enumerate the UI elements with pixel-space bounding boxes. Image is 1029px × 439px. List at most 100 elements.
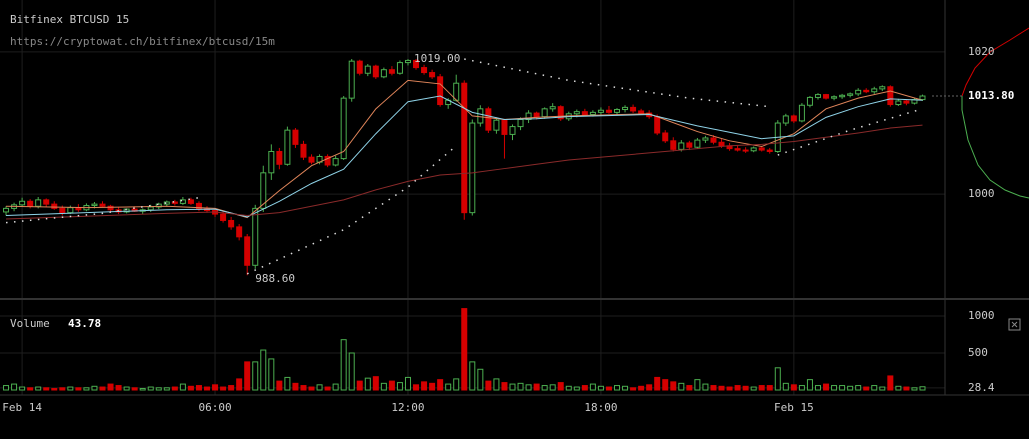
volume-bar — [614, 385, 621, 391]
volume-bar — [895, 385, 902, 391]
candle-body — [404, 59, 411, 64]
volume-bar — [839, 385, 846, 391]
candle-body — [396, 62, 403, 74]
volume-bar — [332, 383, 339, 391]
volume-bar — [252, 361, 259, 391]
volume-bar — [380, 382, 387, 391]
volume-bar — [131, 387, 138, 391]
volume-bar — [268, 358, 275, 391]
candle-body — [35, 199, 42, 207]
candle-body — [790, 115, 797, 122]
volume-bar — [421, 381, 428, 391]
candle-body — [903, 100, 910, 104]
candle-body — [895, 100, 902, 106]
candle-body — [477, 108, 484, 124]
candle-body — [236, 226, 243, 238]
volume-bar — [284, 376, 291, 391]
candle-body — [364, 65, 371, 74]
volume-bar — [469, 361, 476, 391]
candle-body — [549, 106, 556, 110]
volume-bar — [437, 379, 444, 391]
candle-body — [863, 89, 870, 93]
candle-body — [324, 155, 331, 166]
candle-body — [485, 108, 492, 131]
candle-body — [437, 76, 444, 106]
volume-bar — [163, 387, 170, 391]
volume-bar — [316, 384, 323, 391]
close-volume[interactable] — [1008, 318, 1021, 331]
candle-body — [228, 219, 235, 228]
volume-bar — [107, 383, 114, 391]
volume-bar — [790, 384, 797, 391]
candle-body — [91, 203, 98, 207]
volume-bar — [589, 383, 596, 391]
candle-body — [27, 200, 34, 207]
volume-bar — [461, 308, 468, 391]
candle-body — [163, 201, 170, 205]
volume-bar — [726, 386, 733, 391]
volume-bar — [388, 380, 395, 391]
candle-body — [879, 86, 886, 90]
volume-bar — [372, 376, 379, 391]
candle-body — [638, 110, 645, 114]
candle-body — [919, 95, 926, 101]
volume-bar — [11, 383, 18, 391]
volume-bar — [204, 386, 211, 391]
volume-bar — [509, 383, 516, 391]
candle-body — [517, 118, 524, 128]
candle-body — [798, 104, 805, 122]
volume-bar — [43, 387, 50, 391]
volume-bar — [766, 385, 773, 391]
volume-bar — [686, 385, 693, 391]
candle-body — [742, 149, 749, 152]
candle-body — [605, 109, 612, 113]
candle-body — [372, 65, 379, 78]
chart-title: Bitfinex BTCUSD 15 — [10, 13, 129, 26]
volume-bar — [340, 339, 347, 391]
candle-body — [654, 116, 661, 134]
close-icon — [1011, 321, 1018, 328]
volume-bar — [557, 382, 564, 391]
candle-body — [3, 207, 10, 213]
volume-bar — [887, 375, 894, 391]
candle-body — [43, 199, 50, 205]
candle-body — [413, 59, 420, 69]
volume-bar — [453, 378, 460, 391]
volume-bar — [501, 382, 508, 391]
y-tick-label: 1020 — [968, 45, 995, 58]
volume-bar — [646, 384, 653, 391]
volume-bar — [171, 386, 178, 391]
volume-bar — [485, 380, 492, 391]
volume-bar — [396, 382, 403, 391]
moving-average — [6, 95, 923, 218]
volume-bar — [99, 386, 106, 391]
candle-body — [380, 69, 387, 78]
volume-bar — [654, 376, 661, 391]
candle-body — [710, 137, 717, 143]
volume-bar — [742, 385, 749, 391]
volume-bar — [525, 384, 532, 391]
volume-bar — [244, 361, 251, 391]
volume-bar — [429, 382, 436, 391]
volume-bar — [195, 385, 202, 391]
volume-bar — [565, 385, 572, 391]
volume-bar — [702, 383, 709, 391]
candle-body — [509, 126, 516, 135]
volume-bar — [718, 385, 725, 391]
volume-bar — [67, 386, 74, 391]
volume-bar — [597, 385, 604, 391]
volume-bar — [734, 385, 741, 391]
candle-body — [260, 172, 267, 209]
candle-body — [871, 88, 878, 93]
volume-bar — [871, 385, 878, 391]
volume-bar — [300, 385, 307, 391]
last-price-label: 1013.80 — [968, 89, 1014, 102]
y-tick-label: 1000 — [968, 187, 995, 200]
candle-body — [782, 115, 789, 124]
volume-bar — [220, 386, 227, 391]
candle-body — [678, 142, 685, 150]
candle-body — [284, 129, 291, 165]
volume-bar — [292, 382, 299, 391]
candle-body — [766, 149, 773, 152]
